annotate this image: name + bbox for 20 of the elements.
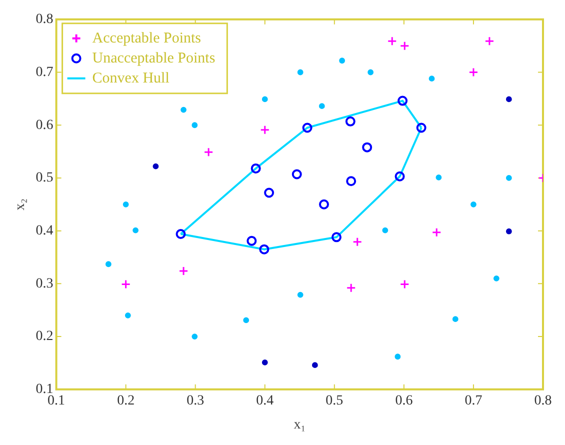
x-axis-title: x₁ [294,417,306,432]
x-tick-label: 0.4 [256,393,274,408]
x-tick-label: 0.5 [326,393,344,408]
x-tick-label: 0.6 [395,393,413,408]
y-tick-label: 0.2 [36,329,54,344]
x-tick-label: 0.3 [186,393,204,408]
legend-label: Convex Hull [92,70,170,86]
x-tick-label: 0.2 [117,393,135,408]
y-tick-label: 0.8 [36,12,54,28]
x-tick-label: 0.8 [534,393,552,408]
y-tick-label: 0.6 [36,118,54,133]
y-tick-label: 0.5 [36,170,54,186]
legend-label: Unacceptable Points [92,50,216,66]
x-tick-label: 0.7 [464,393,482,408]
y-axis-title: x₂ [13,198,28,210]
y-tick-label: 0.4 [36,224,54,238]
legend-label: Acceptable Points [92,30,202,46]
y-tick-label: 0.7 [36,64,54,80]
x-tick-label: 0.1 [48,393,66,408]
y-tick-label: 0.3 [36,276,54,292]
